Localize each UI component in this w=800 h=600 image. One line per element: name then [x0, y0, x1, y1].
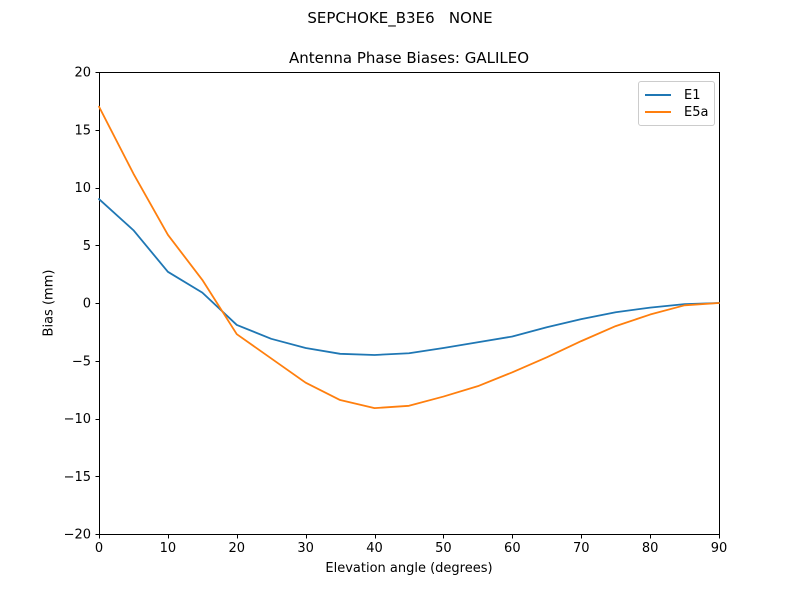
series-line-e1 — [98, 198, 720, 356]
x-tick-label: 90 — [711, 541, 728, 556]
y-tick-label: 10 — [74, 181, 91, 196]
x-tick-label: 20 — [229, 541, 246, 556]
axes-title: Antenna Phase Biases: GALILEO — [288, 49, 530, 67]
legend-entry-e1: E1 — [645, 87, 708, 103]
axes-spines — [99, 72, 720, 535]
x-tick-label: 30 — [297, 541, 314, 556]
x-tick-label: 10 — [160, 541, 177, 556]
x-tick-label: 0 — [95, 541, 103, 556]
legend: E1 E5a — [638, 81, 715, 126]
y-tick-label: −15 — [64, 470, 91, 485]
x-tick-label: 50 — [435, 541, 452, 556]
y-tick-label: 15 — [74, 123, 91, 138]
y-tick-label: 5 — [83, 239, 91, 254]
legend-line-e5a-icon — [645, 111, 671, 113]
series-line-e5a — [98, 105, 720, 410]
x-tick-label: 60 — [504, 541, 521, 556]
x-tick-label: 80 — [642, 541, 659, 556]
x-tick-label: 70 — [573, 541, 590, 556]
y-tick-label: −10 — [64, 412, 91, 427]
figure-title: SEPCHOKE_B3E6 NONE — [307, 9, 493, 27]
legend-entry-e5a: E5a — [645, 104, 708, 120]
legend-label-e1: E1 — [684, 87, 701, 103]
y-tick-label: −5 — [72, 354, 91, 369]
x-axis-label: Elevation angle (degrees) — [325, 561, 493, 576]
x-tick-label: 40 — [366, 541, 383, 556]
y-tick-label: 0 — [83, 297, 91, 312]
y-tick-label: −20 — [64, 528, 91, 543]
legend-label-e5a: E5a — [684, 104, 709, 120]
y-tick-label: 20 — [74, 66, 91, 81]
legend-line-e1-icon — [645, 94, 671, 96]
y-axis-label: Bias (mm) — [41, 269, 57, 337]
